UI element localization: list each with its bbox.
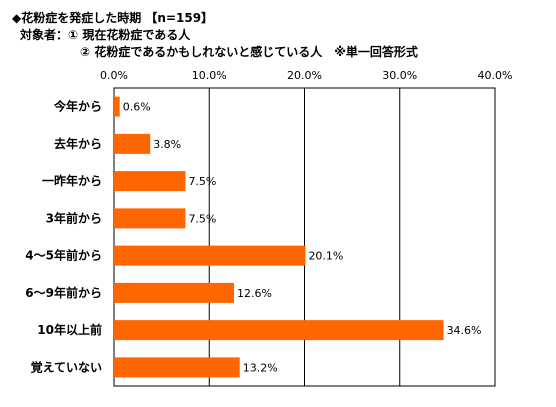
category-label: 4～5年前から xyxy=(25,248,102,263)
x-tick-label: 0.0% xyxy=(100,69,128,82)
x-tick-label: 20.0% xyxy=(287,69,322,82)
value-label: 7.5% xyxy=(188,175,216,188)
value-label: 0.6% xyxy=(123,101,151,114)
value-label: 34.6% xyxy=(447,324,482,337)
value-label: 20.1% xyxy=(308,250,343,263)
x-tick-label: 40.0% xyxy=(478,69,513,82)
chart-title: ◆花粉症を発症した時期 【n=159】 xyxy=(12,11,214,25)
category-label: 一昨年から xyxy=(42,173,102,188)
value-label: 7.5% xyxy=(188,212,216,225)
x-tick-label: 10.0% xyxy=(192,69,227,82)
bar xyxy=(114,96,120,117)
category-label: 6～9年前から xyxy=(25,285,102,300)
category-label: 去年から xyxy=(54,136,102,151)
category-label: 10年以上前 xyxy=(37,322,102,337)
bar xyxy=(114,208,186,229)
category-label: 3年前から xyxy=(46,210,102,225)
x-tick-label: 30.0% xyxy=(382,69,417,82)
category-label: 覚えていない xyxy=(31,359,102,374)
bar xyxy=(114,282,235,303)
bar xyxy=(114,133,151,154)
bar xyxy=(114,357,240,378)
value-label: 3.8% xyxy=(153,138,181,151)
value-label: 12.6% xyxy=(237,287,272,300)
bar xyxy=(114,320,444,341)
bar xyxy=(114,245,306,266)
category-label: 今年から xyxy=(53,99,102,114)
target-line-2: ② 花粉症であるかもしれないと感じている人 ※単一回答形式 xyxy=(80,45,418,59)
value-label: 13.2% xyxy=(243,361,278,374)
target-line-1: 対象者：① 現在花粉症である人 xyxy=(20,28,191,42)
bar xyxy=(114,171,186,192)
